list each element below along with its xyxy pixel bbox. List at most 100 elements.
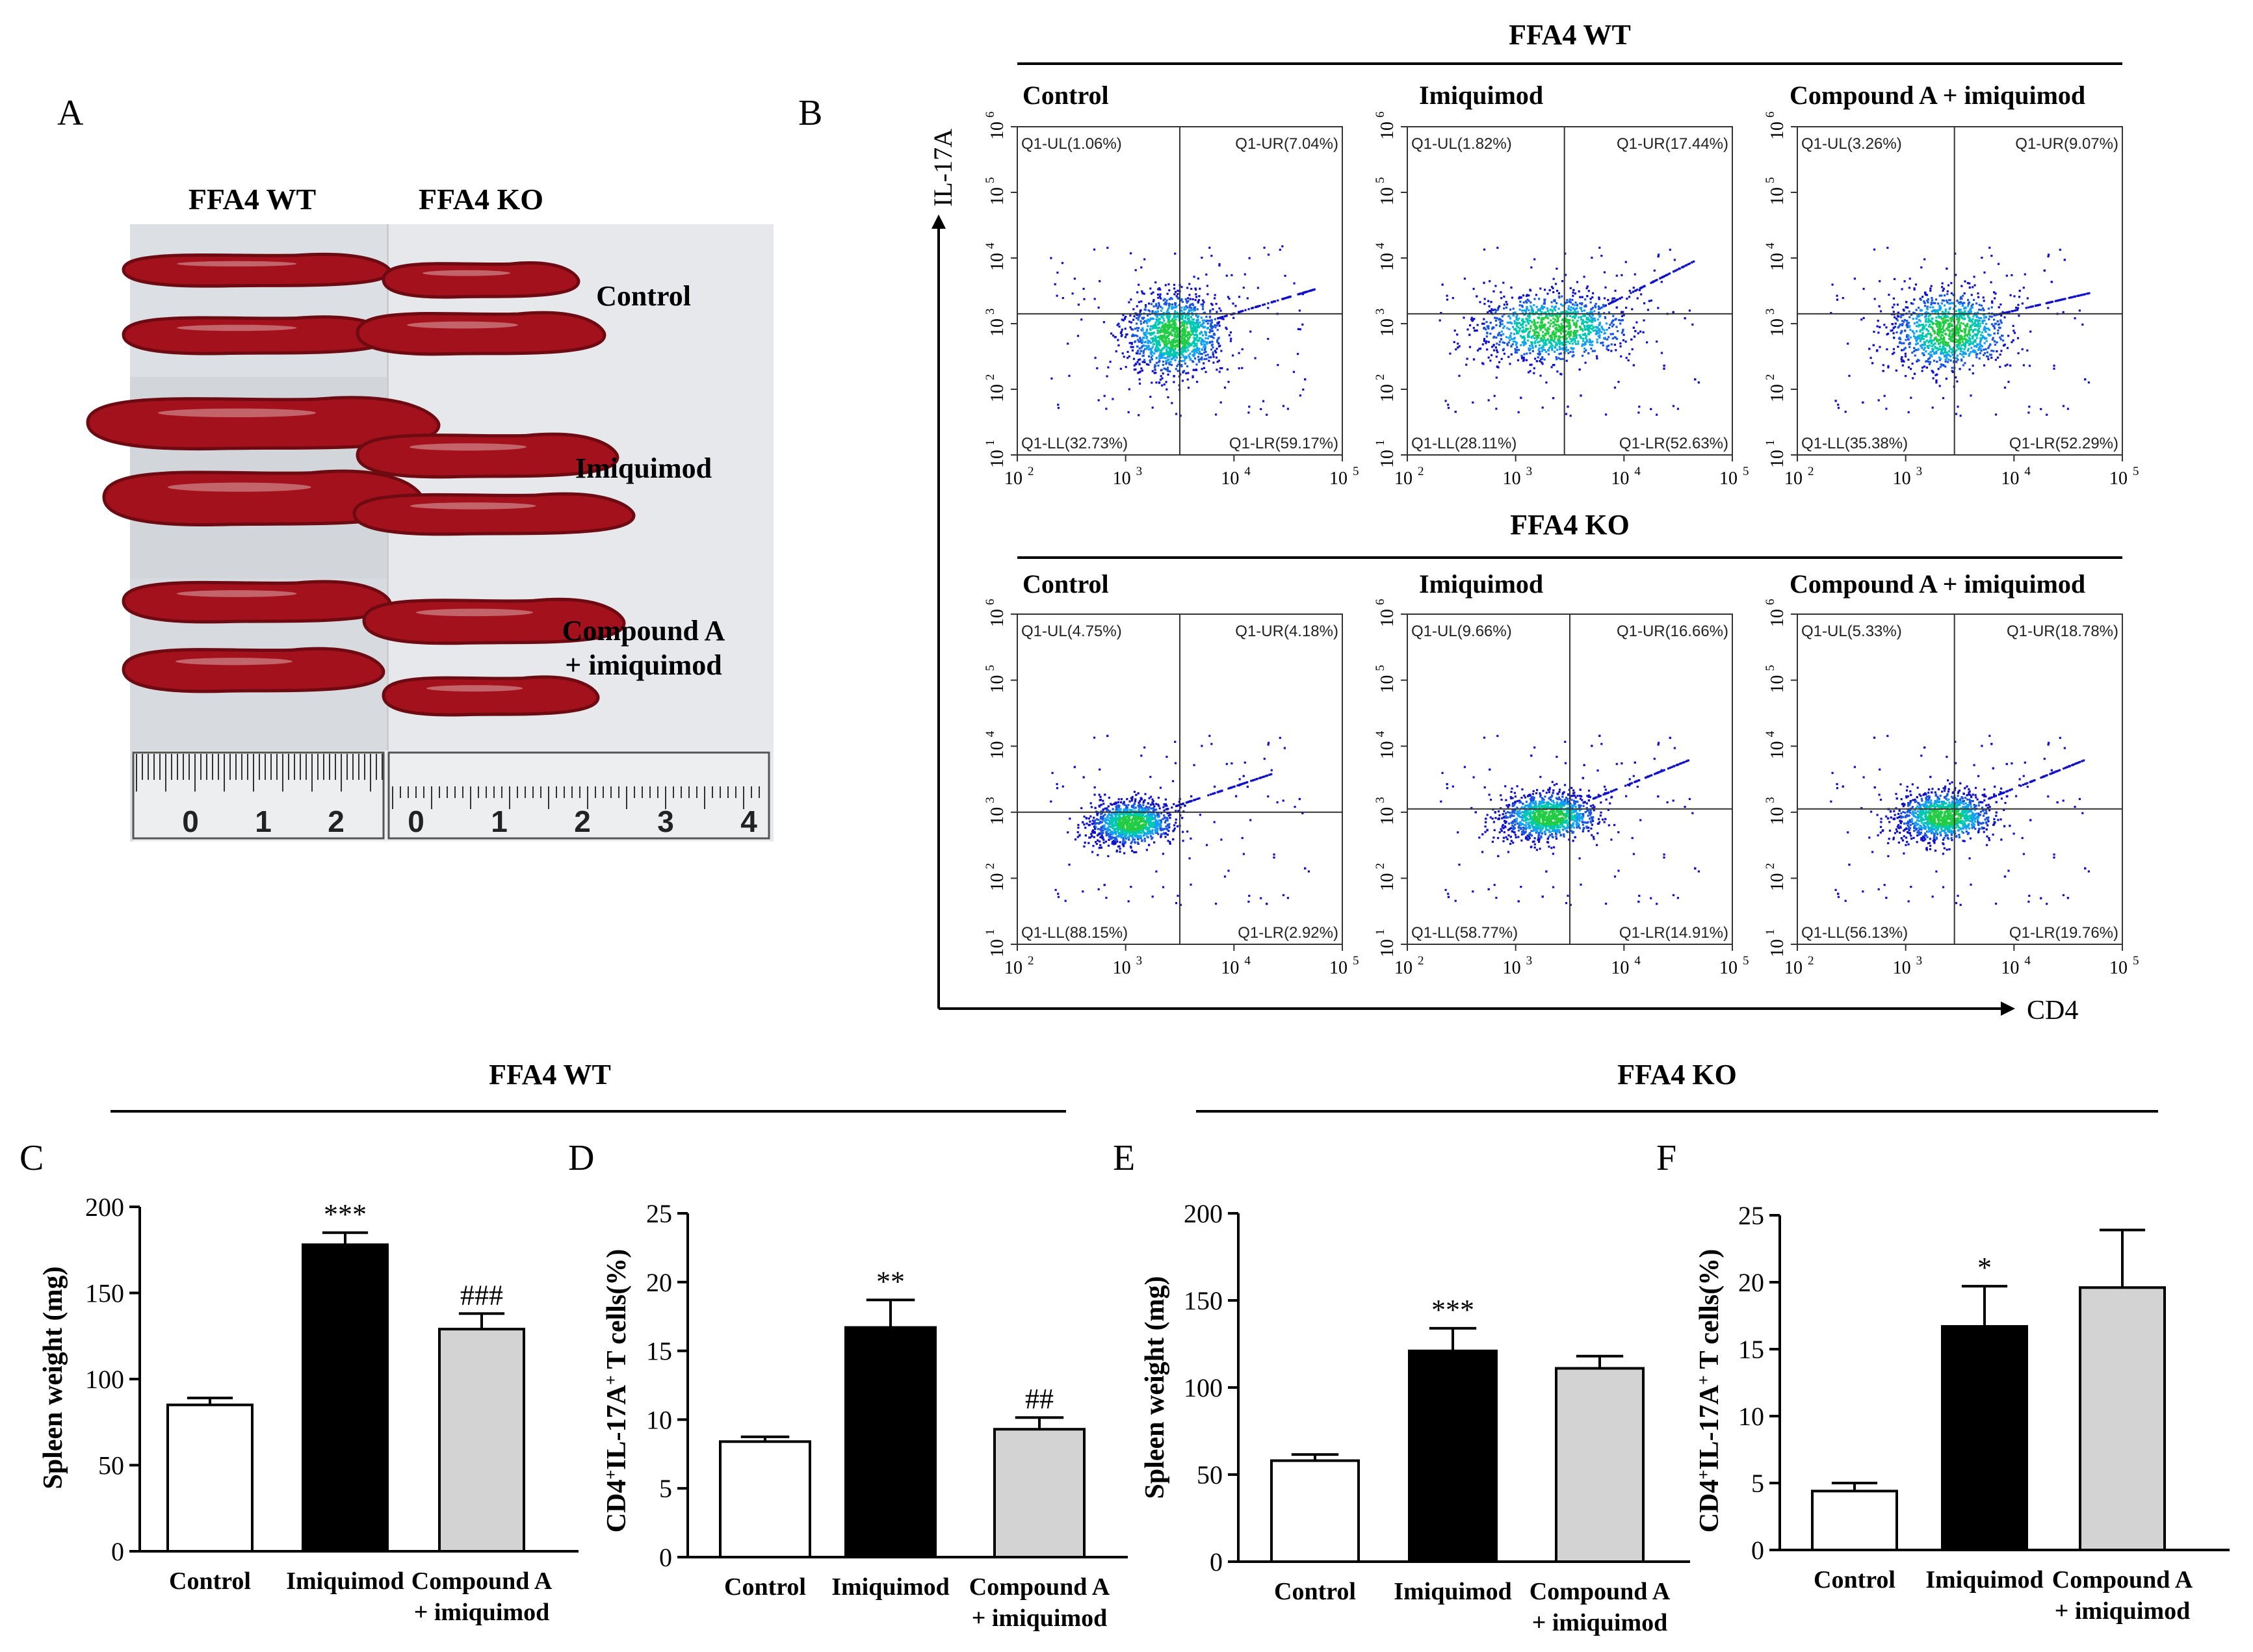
flow-dot bbox=[1187, 300, 1190, 302]
flow-dot bbox=[1939, 325, 1942, 328]
flow-dot bbox=[1948, 334, 1951, 337]
flow-dot bbox=[1147, 332, 1150, 335]
flow-dot bbox=[2000, 322, 2003, 324]
flow-dot bbox=[1197, 277, 1199, 280]
flow-dot bbox=[1936, 328, 1939, 331]
flow-dot bbox=[1068, 374, 1071, 377]
flow-dot bbox=[2003, 316, 2006, 318]
flow-dot bbox=[1141, 290, 1143, 292]
y-tick-label: 10 bbox=[1767, 384, 1788, 402]
flow-dot bbox=[1160, 309, 1163, 312]
flow-dot bbox=[1203, 312, 1205, 315]
flow-dot bbox=[1910, 313, 1913, 316]
flow-dot bbox=[1512, 340, 1515, 342]
flow-dot bbox=[1876, 349, 1879, 352]
flow-dot bbox=[1168, 331, 1171, 333]
y-tick-label-group: 102 bbox=[983, 374, 1008, 403]
flow-dot bbox=[1944, 333, 1947, 335]
flow-dot bbox=[1244, 309, 1247, 311]
flow-dot bbox=[2017, 352, 2020, 355]
flow-dot bbox=[1151, 318, 1153, 320]
flow-dot bbox=[2002, 339, 2005, 342]
flow-dot bbox=[1949, 307, 1951, 309]
flow-dot bbox=[2022, 287, 2025, 289]
flow-dot bbox=[1128, 342, 1131, 344]
flow-dot bbox=[1510, 286, 1513, 289]
flow-dot bbox=[1539, 360, 1541, 363]
flow-dot bbox=[1210, 255, 1213, 257]
flow-dot bbox=[1582, 337, 1585, 340]
flow-dot bbox=[1515, 324, 1518, 328]
flow-dot bbox=[1582, 333, 1584, 336]
flow-dot bbox=[1931, 341, 1933, 344]
flow-dot bbox=[1966, 281, 1969, 285]
flow-dot bbox=[1162, 886, 1165, 888]
flow-dot bbox=[1966, 322, 1969, 325]
flow-dot bbox=[1591, 257, 1593, 259]
flow-dot bbox=[1949, 299, 1951, 302]
flow-dot bbox=[1892, 306, 1894, 309]
flow-dot bbox=[1174, 351, 1177, 354]
flow-dot bbox=[1500, 323, 1502, 326]
flow-dot bbox=[1190, 342, 1193, 346]
flow-dot bbox=[1539, 329, 1542, 331]
flow-dot bbox=[1208, 246, 1211, 249]
flow-dot bbox=[1069, 818, 1071, 820]
flow-dot bbox=[1183, 370, 1186, 372]
panel-letter-e: E bbox=[1113, 1138, 1135, 1178]
flow-dot bbox=[1153, 311, 1156, 314]
flow-dot bbox=[1560, 327, 1563, 329]
flow-dot bbox=[1927, 346, 1930, 350]
flow-dot bbox=[1571, 342, 1574, 345]
flow-group-header: FFA4 WT bbox=[1509, 19, 1631, 51]
flow-dot bbox=[1919, 340, 1921, 342]
flow-dot bbox=[1137, 318, 1140, 321]
flow-dot bbox=[1165, 341, 1167, 344]
flow-dot bbox=[1161, 377, 1164, 380]
flow-dot bbox=[1602, 337, 1605, 340]
flow-dot bbox=[1955, 376, 1957, 379]
flow-dot bbox=[1579, 335, 1582, 338]
flow-dot bbox=[1596, 357, 1598, 360]
flow-dot bbox=[1500, 330, 1503, 333]
flow-dot bbox=[1195, 289, 1197, 291]
x-tick-label: 10 bbox=[1004, 469, 1022, 489]
flow-dot bbox=[1979, 342, 1981, 345]
flow-dot bbox=[1684, 317, 1686, 320]
spleen-photos bbox=[86, 252, 636, 717]
flow-dot bbox=[1947, 342, 1949, 344]
flow-dot bbox=[1847, 342, 1849, 345]
flow-dot bbox=[1485, 340, 1488, 342]
flow-dot bbox=[1182, 320, 1185, 323]
flow-dot bbox=[1964, 352, 1966, 354]
flow-dot bbox=[1192, 324, 1195, 327]
flow-dot bbox=[1619, 322, 1622, 325]
flow-dot bbox=[1167, 283, 1170, 286]
flow-dot bbox=[1990, 350, 1993, 352]
flow-dot bbox=[1918, 324, 1920, 326]
flow-dot bbox=[1936, 326, 1938, 328]
flow-dot bbox=[1175, 344, 1177, 348]
flow-dot bbox=[2000, 350, 2003, 352]
flow-dot bbox=[1160, 305, 1162, 308]
flow-dot bbox=[1218, 264, 1221, 267]
flow-dot bbox=[1544, 316, 1547, 319]
flow-dot bbox=[1157, 364, 1160, 367]
flow-dot bbox=[1192, 318, 1195, 321]
flow-dot bbox=[1925, 324, 1927, 326]
flow-dot bbox=[1575, 326, 1578, 329]
flow-dot bbox=[1162, 364, 1164, 367]
flow-dot bbox=[1591, 324, 1593, 326]
flow-dot bbox=[1517, 331, 1520, 334]
flow-dot bbox=[2021, 348, 2024, 350]
flow-dot bbox=[1121, 328, 1123, 331]
flow-dot bbox=[1966, 339, 1969, 342]
flow-dot bbox=[1697, 381, 1700, 384]
flow-dot bbox=[1214, 350, 1216, 352]
flow-dot bbox=[1535, 344, 1537, 347]
flow-dot bbox=[1231, 274, 1233, 276]
flow-dot bbox=[1515, 328, 1517, 330]
flow-dot bbox=[1994, 327, 1996, 329]
flow-dot bbox=[1576, 281, 1579, 283]
flow-dot bbox=[1147, 363, 1150, 366]
